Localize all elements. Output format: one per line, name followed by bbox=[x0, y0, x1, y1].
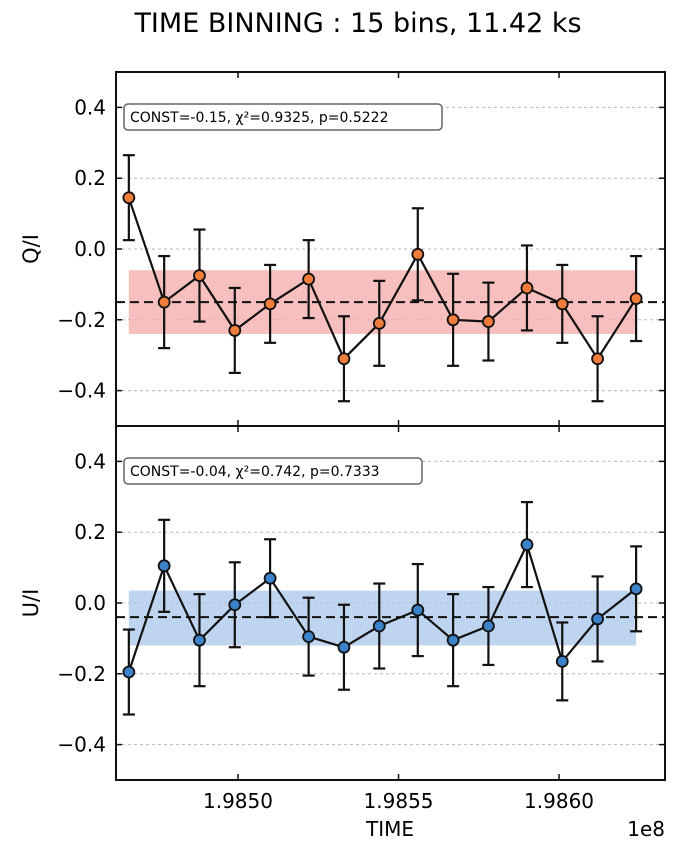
data-point bbox=[157, 559, 171, 573]
ytick-label: 0.0 bbox=[74, 237, 106, 261]
stats-annotation: CONST=-0.15, χ²=0.9325, p=0.5222 bbox=[123, 103, 443, 131]
data-point bbox=[193, 633, 206, 647]
data-point bbox=[446, 313, 460, 327]
ytick-label: 0.4 bbox=[74, 449, 106, 473]
data-point bbox=[302, 630, 316, 644]
data-point bbox=[411, 247, 425, 261]
data-point bbox=[122, 191, 136, 205]
data-point bbox=[372, 316, 386, 330]
ytick-label: 0.2 bbox=[74, 166, 106, 190]
data-point bbox=[520, 538, 534, 551]
data-point bbox=[122, 665, 136, 679]
data-point bbox=[482, 315, 495, 328]
data-point bbox=[193, 269, 206, 282]
panel-q: 0.4 0.2 0.0 −0.2 −0.4 Q/I CONST=-0.15, χ²=0.93… bbox=[19, 71, 666, 427]
panel-u: 0.4 0.2 0.0 −0.2 −0.4 U/I CONST=-0.04, χ²=0.74… bbox=[19, 425, 666, 781]
figure-title: TIME BINNING : 15 bins, 11.42 ks bbox=[133, 8, 581, 39]
ytick-label: 0.2 bbox=[74, 520, 106, 544]
data-point bbox=[482, 619, 495, 633]
data-point bbox=[263, 297, 277, 311]
data-point bbox=[302, 272, 316, 286]
data-point bbox=[263, 571, 277, 585]
annotation-box bbox=[123, 457, 423, 485]
data-point bbox=[228, 598, 242, 612]
annotation-text: CONST=-0.04, χ²=0.742, p=0.7333 bbox=[130, 464, 380, 480]
data-point bbox=[411, 603, 425, 617]
data-point bbox=[372, 619, 386, 633]
yaxis-label: Q/I bbox=[19, 234, 43, 264]
ytick-label: −0.2 bbox=[57, 662, 106, 686]
panels-group: 0.4 0.2 0.0 −0.2 −0.4 Q/I CONST=-0.15, χ²=0.93… bbox=[19, 71, 666, 841]
xtick-label: 1.9860 bbox=[524, 789, 594, 813]
data-point bbox=[446, 633, 460, 647]
yaxis-label: U/I bbox=[19, 589, 43, 618]
data-point bbox=[520, 281, 534, 295]
ytick-label: −0.2 bbox=[57, 308, 106, 332]
ytick-label: −0.4 bbox=[57, 379, 106, 403]
data-point bbox=[157, 295, 171, 309]
xaxis-label: TIME bbox=[365, 817, 414, 841]
data-point bbox=[555, 655, 569, 668]
data-point bbox=[591, 352, 604, 366]
xaxis-multiplier: 1e8 bbox=[627, 817, 665, 841]
annotation-box bbox=[123, 103, 443, 131]
data-point bbox=[629, 292, 643, 305]
xtick-label: 1.9855 bbox=[364, 789, 434, 813]
ytick-label: −0.4 bbox=[57, 733, 106, 757]
data-point bbox=[591, 612, 604, 626]
data-point bbox=[228, 324, 242, 337]
ytick-label: 0.0 bbox=[74, 591, 106, 615]
ytick-label: 0.4 bbox=[74, 95, 106, 119]
data-point bbox=[337, 640, 351, 654]
data-point bbox=[555, 297, 569, 311]
xtick-label: 1.9850 bbox=[203, 789, 273, 813]
data-point bbox=[629, 582, 643, 596]
stats-annotation: CONST=-0.04, χ²=0.742, p=0.7333 bbox=[123, 457, 423, 485]
annotation-text: CONST=-0.15, χ²=0.9325, p=0.5222 bbox=[130, 110, 388, 126]
data-point bbox=[337, 352, 351, 366]
